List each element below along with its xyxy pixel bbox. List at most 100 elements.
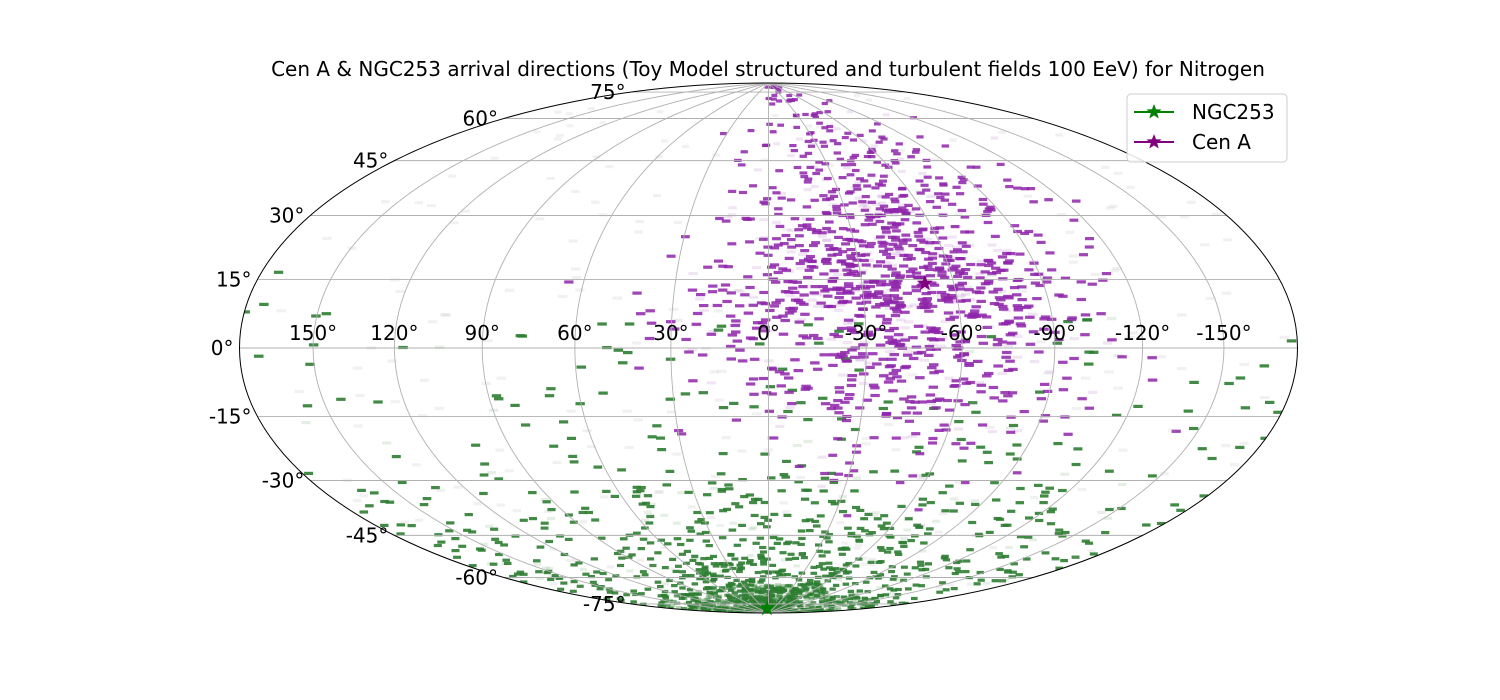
arrival-cell	[573, 559, 581, 563]
arrival-cell	[991, 579, 999, 583]
arrival-cell	[897, 169, 906, 173]
arrival-cell	[830, 604, 837, 608]
arrival-cell	[693, 510, 702, 515]
arrival-cell	[254, 354, 264, 358]
arrival-cell	[733, 600, 740, 604]
arrival-cell	[666, 320, 676, 324]
arrival-cell	[741, 216, 751, 220]
arrival-cell	[784, 390, 794, 394]
arrival-cell	[519, 518, 528, 522]
arrival-cell	[952, 185, 961, 189]
arrival-cell	[1080, 313, 1091, 317]
arrival-cell	[911, 285, 921, 289]
arrival-cell	[846, 383, 857, 388]
arrival-cell	[872, 214, 881, 218]
arrival-cell	[598, 213, 608, 217]
arrival-cell	[491, 394, 502, 398]
arrival-cell	[861, 263, 871, 267]
arrival-cell	[902, 238, 912, 242]
arrival-cell	[321, 312, 332, 316]
arrival-cell	[624, 322, 635, 326]
arrival-cell	[664, 542, 672, 546]
arrival-cell	[975, 272, 985, 276]
arrival-cell	[718, 605, 724, 609]
arrival-cell	[688, 591, 695, 595]
arrival-cell	[959, 178, 968, 182]
arrival-cell	[1176, 508, 1185, 512]
arrival-cell	[1045, 276, 1055, 280]
arrival-cell	[1098, 278, 1108, 282]
arrival-cell	[844, 131, 852, 135]
arrival-cell	[928, 252, 938, 256]
arrival-cell	[834, 329, 844, 333]
arrival-cell	[759, 200, 768, 204]
arrival-cell	[759, 218, 768, 222]
arrival-cell	[1039, 327, 1049, 331]
arrival-cell	[873, 517, 882, 521]
arrival-cell	[1040, 414, 1051, 418]
arrival-cell	[915, 525, 924, 529]
arrival-cell	[879, 249, 888, 253]
arrival-cell	[612, 296, 623, 300]
arrival-cell	[812, 304, 822, 308]
arrival-cell	[864, 218, 874, 222]
arrival-cell	[743, 586, 750, 590]
arrival-cell	[646, 514, 655, 519]
arrival-cell	[762, 273, 772, 277]
arrival-cell	[1076, 297, 1086, 302]
arrival-cell	[711, 607, 718, 611]
arrival-cell	[716, 594, 723, 598]
arrival-cell	[803, 595, 810, 599]
arrival-cell	[905, 587, 912, 591]
arrival-cell	[998, 277, 1008, 281]
arrival-cell	[726, 314, 736, 318]
arrival-cell	[836, 291, 846, 295]
arrival-cell	[900, 565, 908, 569]
arrival-cell	[900, 310, 910, 314]
arrival-cell	[884, 247, 894, 251]
arrival-cell	[427, 204, 436, 208]
arrival-cell	[808, 333, 819, 338]
arrival-cell	[808, 596, 815, 600]
arrival-cell	[877, 546, 885, 550]
arrival-cell	[880, 514, 889, 518]
arrival-cell	[826, 337, 837, 341]
arrival-cell	[644, 336, 655, 341]
arrival-cell	[860, 562, 868, 566]
arrival-cell	[747, 129, 755, 133]
arrival-cell	[840, 357, 851, 361]
arrival-cell	[1221, 444, 1231, 448]
arrival-cell	[1034, 511, 1044, 515]
arrival-cell	[759, 593, 766, 597]
arrival-cell	[832, 608, 839, 612]
arrival-cell	[922, 575, 930, 579]
arrival-cell	[993, 337, 1003, 342]
arrival-cell	[716, 588, 723, 592]
arrival-cell	[812, 524, 821, 528]
arrival-cell	[912, 148, 921, 152]
arrival-cell	[1016, 535, 1025, 539]
arrival-cell	[1071, 199, 1081, 203]
arrival-cell	[804, 268, 814, 272]
arrival-cell	[813, 589, 820, 593]
arrival-cell	[1017, 285, 1027, 289]
arrival-cell	[810, 285, 820, 289]
arrival-cell	[763, 197, 772, 201]
arrival-cell	[894, 247, 904, 251]
arrival-cell	[961, 298, 971, 303]
arrival-cell	[861, 529, 869, 533]
arrival-cell	[786, 592, 793, 596]
arrival-cell	[834, 235, 843, 239]
arrival-cell	[547, 517, 556, 521]
arrival-cell	[797, 542, 805, 546]
arrival-cell	[696, 557, 704, 561]
arrival-cell	[953, 567, 961, 571]
arrival-cell	[1034, 350, 1044, 354]
arrival-cell	[967, 401, 977, 405]
arrival-cell	[789, 602, 796, 607]
arrival-cell	[1077, 487, 1087, 492]
arrival-cell	[772, 237, 781, 241]
arrival-cell	[846, 173, 855, 177]
arrival-cell	[757, 522, 765, 526]
legend: NGC253 Cen A	[1126, 93, 1288, 163]
